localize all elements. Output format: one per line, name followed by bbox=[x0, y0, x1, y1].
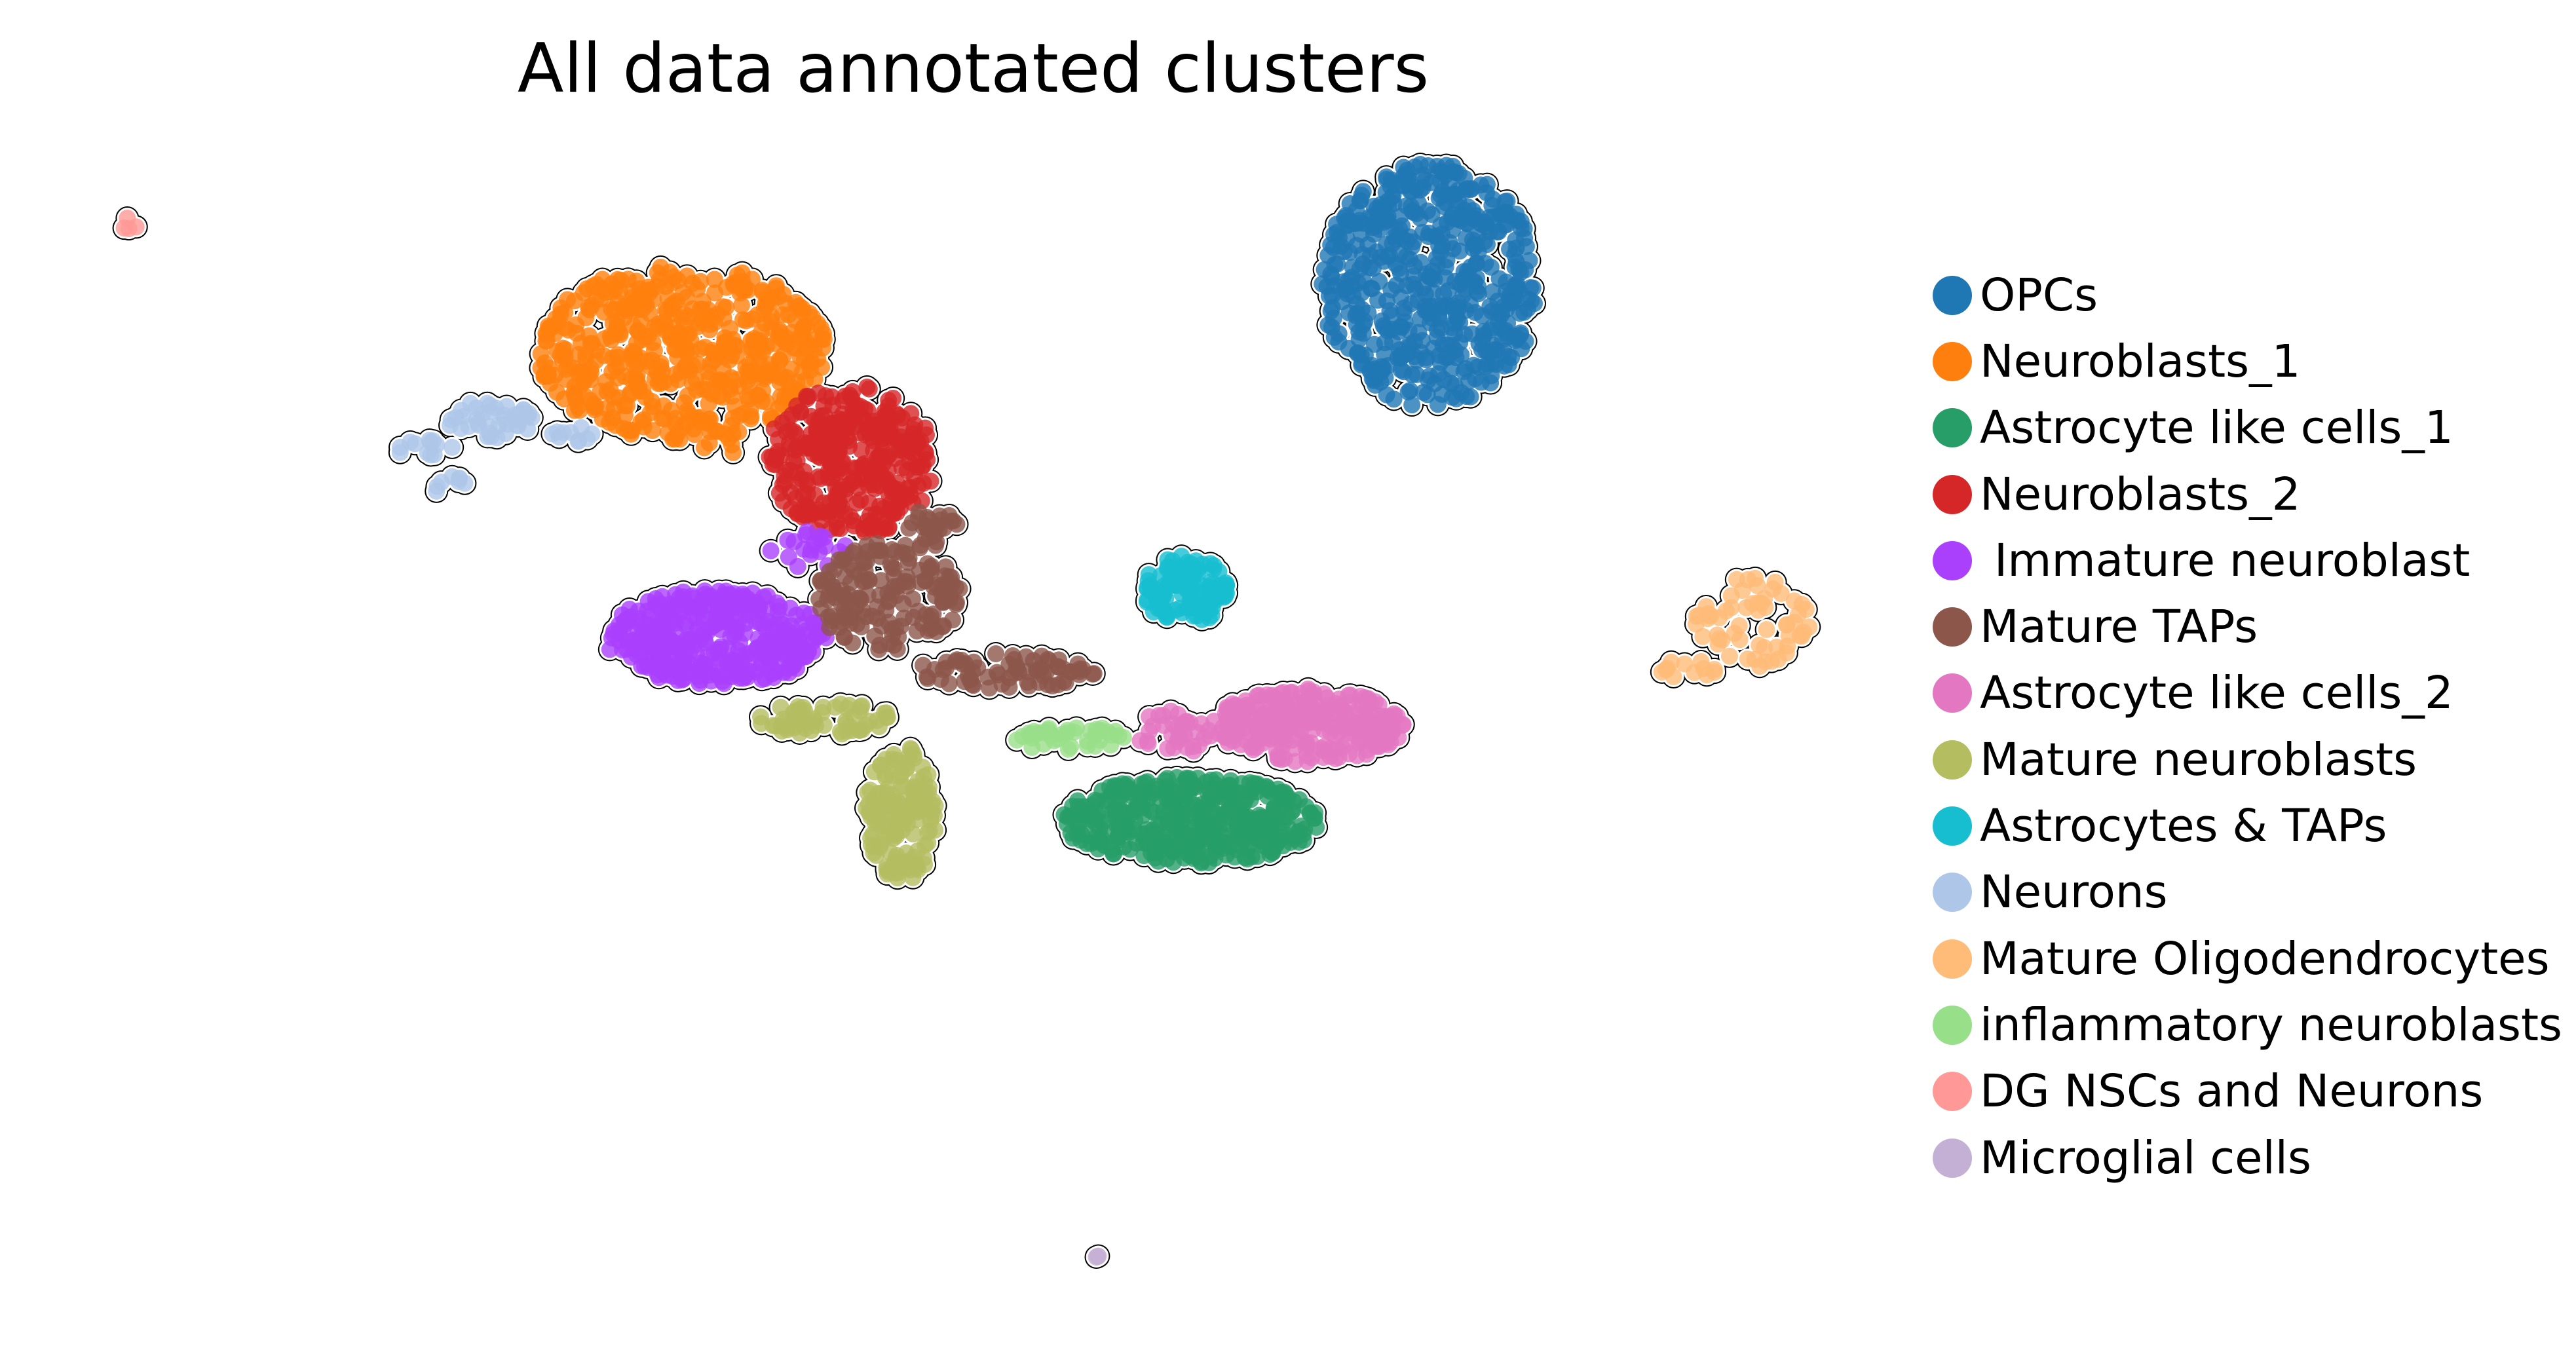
chart-title: All data annotated clusters bbox=[518, 29, 1430, 108]
cluster-outlines bbox=[112, 153, 1821, 1269]
cluster-halos bbox=[113, 154, 1820, 1268]
